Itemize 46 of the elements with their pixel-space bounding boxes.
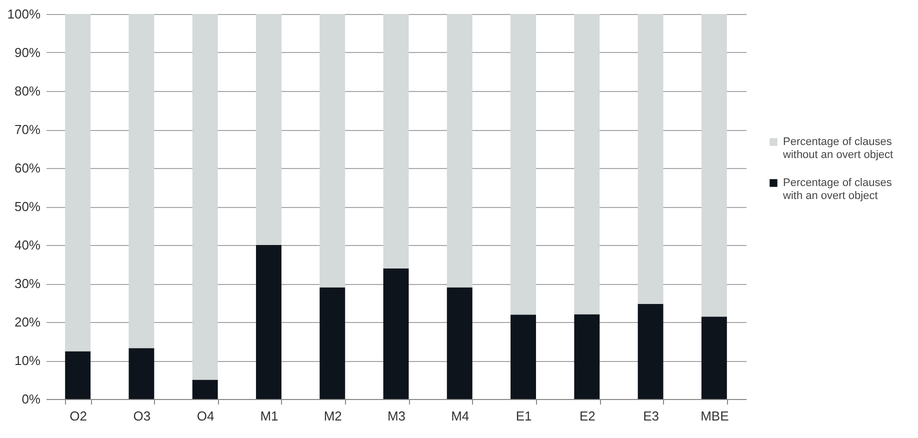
bar	[446, 14, 472, 288]
bar	[574, 14, 600, 314]
x-tick-label: O3	[133, 408, 151, 424]
bar	[638, 304, 664, 399]
bar	[65, 14, 91, 352]
x-tick-label: MBE	[700, 408, 730, 424]
legend-label: Percentage of clauses without an overt object	[782, 136, 894, 161]
bar	[383, 268, 409, 399]
y-tick-label: 70%	[14, 122, 41, 137]
x-tick-label: M1	[260, 408, 278, 424]
bar	[510, 14, 536, 315]
bar	[128, 348, 154, 399]
y-tick-label: 80%	[14, 84, 41, 98]
bar	[701, 316, 727, 399]
x-tick-label: O2	[70, 408, 87, 424]
bar	[446, 287, 472, 399]
bar	[383, 14, 409, 268]
x-tick-label: E3	[643, 408, 659, 424]
bar	[192, 380, 218, 399]
bar	[256, 14, 282, 245]
y-tick-label: 10%	[14, 353, 41, 368]
bar	[256, 245, 282, 399]
x-tick-label: O4	[196, 408, 214, 424]
y-tick-label: 30%	[14, 276, 41, 291]
y-tick-label: 20%	[14, 314, 41, 330]
bar	[320, 287, 346, 399]
bar	[65, 351, 91, 399]
bar	[192, 14, 218, 380]
x-tick-label: M4	[451, 408, 470, 424]
y-tick-label: 100%	[7, 6, 41, 22]
bar	[320, 14, 346, 288]
x-tick-label: M2	[324, 408, 342, 424]
bar	[510, 314, 536, 399]
bar	[128, 14, 154, 348]
x-tick-label: M3	[387, 408, 406, 424]
legend-label: Percentage of clauses with an overt object	[782, 177, 892, 202]
bar	[638, 14, 664, 304]
y-tick-label: 40%	[14, 238, 41, 252]
bar	[701, 14, 727, 317]
y-tick-label: 0%	[22, 392, 41, 406]
x-tick-label: E1	[516, 408, 532, 424]
x-tick-label: E2	[579, 408, 596, 424]
y-tick-label: 50%	[14, 199, 41, 214]
bar	[574, 314, 600, 399]
y-tick-label: 60%	[14, 160, 41, 176]
y-tick-label: 90%	[14, 45, 41, 60]
